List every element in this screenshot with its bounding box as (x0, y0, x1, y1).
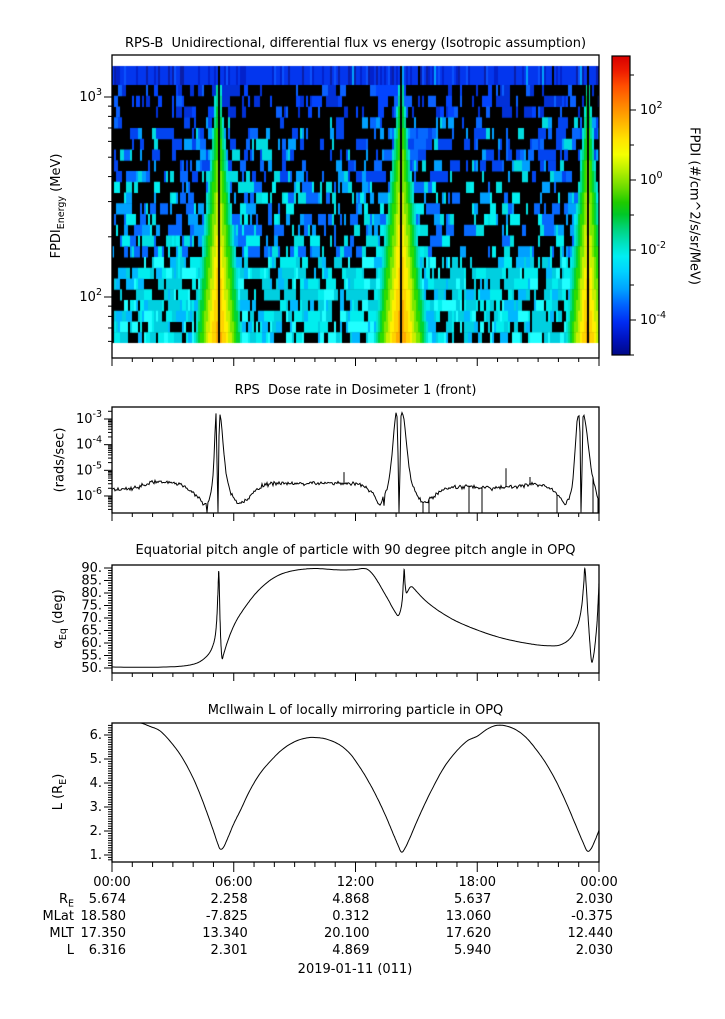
annotation-value: 6.316 (88, 943, 126, 958)
p3-y-tick-label: 50. (81, 661, 102, 676)
p2-y-tick-label: 10-6 (76, 486, 102, 504)
p4-y-tick-label: 6. (90, 728, 102, 743)
annotation-value: 5.674 (88, 892, 126, 907)
annotation-value: 12.440 (567, 926, 614, 941)
annotation-row-label: RE (58, 892, 74, 910)
panel3-frame (111, 564, 600, 674)
panel3-title: Equatorial pitch angle of particle with … (135, 543, 576, 558)
panel4-title: McIlwain L of locally mirroring particle… (207, 703, 504, 718)
p3-y-tick-label: 70. (81, 611, 102, 626)
panel1-title: RPS-B Unidirectional, differential flux … (124, 36, 587, 51)
p3-y-tick-label: 60. (81, 636, 102, 651)
annotation-value: 20.100 (324, 926, 370, 941)
annotation-value: 18.580 (80, 909, 127, 924)
p4-y-tick-label: 3. (90, 800, 102, 815)
annotation-row-label: MLat (42, 909, 74, 924)
panel2-frame (111, 406, 600, 514)
annotation-value: 0.312 (332, 909, 370, 924)
p4-y-tick-label: 1. (90, 848, 102, 863)
p1-y-tick-label: 103 (79, 87, 102, 105)
annotation-row-label: MLT (49, 926, 74, 941)
p4-y-tick-label: 5. (90, 752, 102, 767)
date-label: 2019-01-11 (011) (297, 962, 413, 977)
annotation-value: 5.940 (454, 943, 492, 958)
colorbar-tick-label: 100 (640, 170, 663, 188)
panel1-frame (111, 54, 600, 359)
time-tick-label: 00:00 (93, 875, 131, 890)
annotation-value: -7.825 (205, 909, 248, 924)
annotation-value: 5.637 (454, 892, 492, 907)
panel1-y-axis-label: FPDIEnergy (MeV) (49, 153, 67, 259)
time-tick-label: 18:00 (458, 875, 496, 890)
annotation-value: 2.258 (210, 892, 248, 907)
panel4-frame (111, 722, 600, 863)
panel3-y-axis-label: αEq (deg) (51, 589, 69, 649)
panel2-y-axis-label: (rads/sec) (52, 427, 68, 493)
p2-y-tick-label: 10-4 (76, 435, 102, 453)
pitch-angle-curve (112, 567, 600, 668)
annotation-value: 17.620 (445, 926, 492, 941)
p3-y-tick-label: 55. (81, 649, 102, 664)
annotation-value: -0.375 (571, 909, 613, 924)
annotation-row-label: L (66, 943, 74, 958)
colorbar-tick-label: 102 (640, 100, 663, 118)
p3-y-tick-label: 90. (81, 561, 102, 576)
p1-y-tick-label: 102 (79, 287, 102, 305)
p3-y-tick-label: 75. (81, 599, 102, 614)
colorbar-tick-label: 10-2 (640, 240, 666, 258)
annotation-value: 4.869 (332, 943, 370, 958)
p3-y-tick-label: 85. (81, 574, 102, 589)
annotation-value: 2.301 (210, 943, 248, 958)
panel4-y-axis-label: L (RE) (51, 773, 69, 811)
colorbar-frame (611, 55, 631, 356)
p3-y-tick-label: 80. (81, 586, 102, 601)
panel2-title: RPS Dose rate in Dosimeter 1 (front) (234, 383, 477, 398)
annotation-value: 13.340 (202, 926, 248, 941)
annotation-value: 17.350 (80, 926, 127, 941)
annotation-value: 2.030 (575, 892, 613, 907)
time-tick-label: 00:00 (580, 875, 618, 890)
p4-y-tick-label: 2. (90, 824, 102, 839)
p2-y-tick-label: 10-5 (76, 460, 102, 478)
annotation-value: 2.030 (575, 943, 613, 958)
flux-spectrogram-heatmap (112, 55, 599, 358)
flux-colorbar (612, 56, 630, 355)
p3-y-tick-label: 65. (81, 624, 102, 639)
dose-rate-curve (111, 411, 600, 513)
annotation-value: 4.868 (332, 892, 370, 907)
p2-y-tick-label: 10-3 (76, 409, 102, 427)
p4-y-tick-label: 4. (90, 776, 102, 791)
time-tick-label: 06:00 (215, 875, 253, 890)
time-tick-label: 12:00 (336, 875, 375, 890)
annotation-value: 13.060 (445, 909, 492, 924)
colorbar-tick-label: 10-4 (640, 310, 666, 328)
colorbar-axis-label: FPDI (#/cm^2/s/sr/MeV) (686, 127, 702, 285)
mcilwain-l-curve (112, 722, 600, 853)
